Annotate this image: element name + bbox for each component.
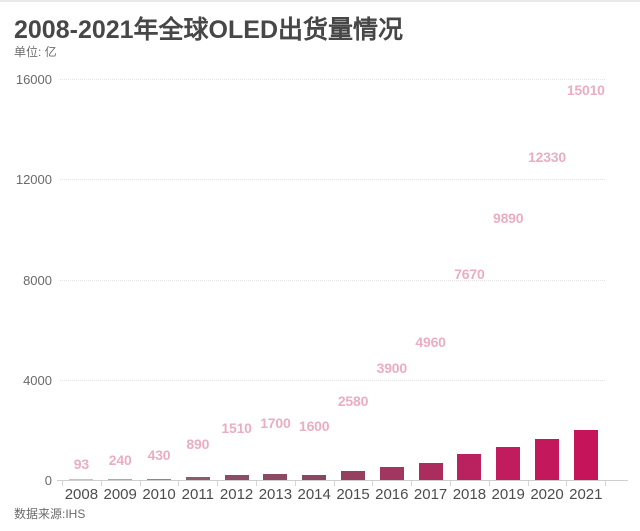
- x-axis-tick: [256, 481, 257, 486]
- x-axis-tick: [139, 481, 141, 486]
- x-axis-tick: [333, 481, 335, 486]
- bar-2008: [69, 479, 94, 480]
- value-label-2017: 4960: [415, 333, 446, 350]
- x-axis-category-2015: 2015: [336, 486, 370, 503]
- x-axis-tick: [488, 481, 490, 486]
- gridline-12000: [60, 179, 605, 181]
- value-label-2011: 890: [186, 435, 210, 452]
- bar-2014: [302, 474, 327, 480]
- x-axis-tick: [411, 481, 413, 486]
- x-axis-tick: [217, 481, 219, 486]
- gridline-16000: [60, 79, 605, 80]
- gridline-4000: [60, 379, 605, 381]
- value-label-2013: 1700: [260, 415, 291, 432]
- y-axis-tick-label: 8000: [23, 272, 52, 288]
- bar-2021: [573, 429, 598, 480]
- value-label-2015: 2580: [337, 393, 369, 410]
- x-axis-category-2020: 2020: [530, 486, 564, 503]
- value-label-2010: 430: [147, 447, 171, 464]
- x-axis-tick: [294, 481, 296, 486]
- value-label-2020: 12330: [528, 148, 566, 165]
- x-axis-tick: [527, 481, 529, 486]
- value-label-2012: 1510: [221, 420, 252, 437]
- x-axis-category-2012: 2012: [219, 486, 254, 503]
- x-axis-category-2016: 2016: [375, 486, 409, 503]
- value-label-2008: 93: [73, 455, 89, 472]
- x-axis-tick: [566, 481, 568, 486]
- bar-2017: [418, 463, 443, 480]
- bar-2011: [185, 477, 210, 480]
- bar-2012: [224, 474, 249, 480]
- bar-2016: [379, 466, 404, 480]
- y-axis-tick-label: 0: [44, 473, 52, 488]
- x-axis-tick: [100, 481, 102, 486]
- unit-label: 单位: 亿: [14, 45, 57, 59]
- value-label-2019: 9890: [493, 210, 524, 227]
- x-axis-category-2008: 2008: [64, 486, 99, 503]
- gridline-8000: [60, 279, 605, 281]
- value-label-2021: 15010: [566, 81, 605, 98]
- x-axis-tick: [450, 481, 451, 486]
- x-axis-category-2014: 2014: [297, 486, 331, 503]
- x-axis-tick: [62, 481, 63, 486]
- x-axis-tick: [178, 481, 180, 486]
- x-axis-category-2013: 2013: [258, 486, 293, 503]
- bar-2015: [341, 471, 365, 480]
- bar-2019: [496, 446, 521, 480]
- x-axis-category-2017: 2017: [413, 486, 448, 503]
- data-source-label: 数据来源:IHS: [14, 507, 86, 521]
- bar-2013: [263, 474, 288, 480]
- value-label-2014: 1600: [299, 417, 330, 434]
- x-axis-category-2019: 2019: [491, 486, 525, 503]
- y-axis-tick-label: 4000: [23, 372, 52, 388]
- x-axis-tick: [605, 481, 607, 486]
- y-axis-tick-label: 16000: [15, 72, 52, 87]
- bar-2010: [147, 478, 171, 480]
- x-axis-category-2009: 2009: [103, 486, 137, 503]
- x-axis-line: [57, 480, 628, 481]
- value-label-2018: 7670: [454, 265, 485, 282]
- bar-2009: [108, 479, 133, 480]
- x-axis-category-2010: 2010: [142, 486, 176, 503]
- x-axis-category-2018: 2018: [452, 486, 487, 503]
- chart-title: 2008-2021年全球OLED出货量情况: [14, 16, 404, 44]
- x-axis-category-2021: 2021: [569, 486, 603, 503]
- value-label-2016: 3900: [376, 360, 408, 377]
- x-axis-tick: [372, 481, 374, 486]
- x-axis-category-2011: 2011: [181, 486, 214, 503]
- bar-2018: [457, 454, 482, 480]
- value-label-2009: 240: [108, 451, 132, 468]
- y-axis-tick-label: 12000: [15, 172, 52, 188]
- bar-2020: [535, 438, 559, 480]
